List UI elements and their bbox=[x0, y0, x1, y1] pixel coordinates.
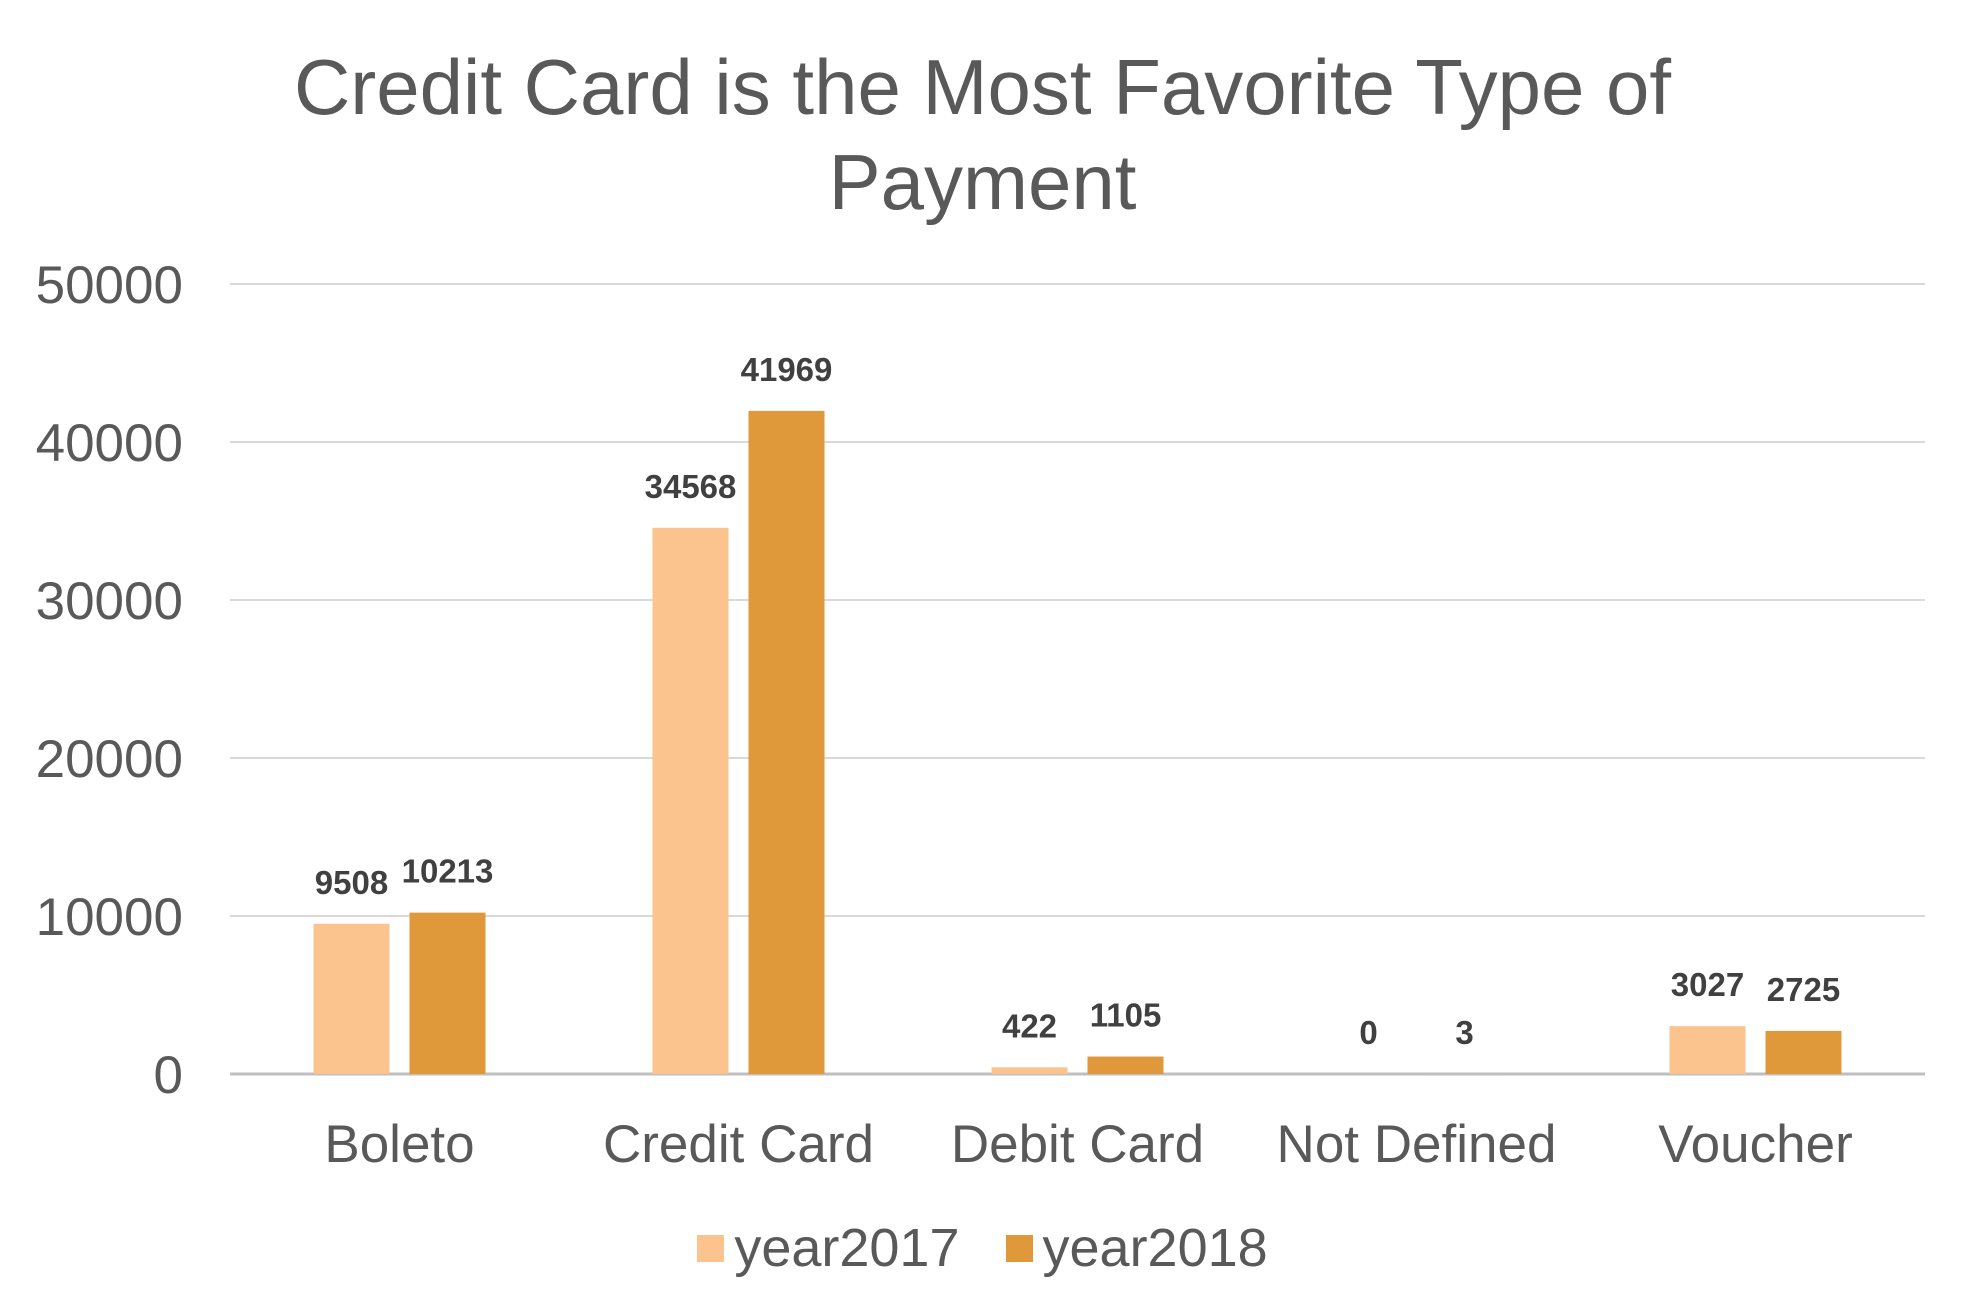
bar-year2018-boleto[interactable] bbox=[409, 912, 486, 1074]
bar-year2018-voucher[interactable] bbox=[1765, 1030, 1842, 1074]
x-tick-label: Credit Card bbox=[603, 1115, 874, 1174]
legend-label-year2018: year2018 bbox=[1042, 1218, 1268, 1278]
y-tick-label: 40000 bbox=[36, 414, 183, 473]
x-tick-label: Debit Card bbox=[951, 1115, 1204, 1174]
y-tick-label: 20000 bbox=[36, 730, 183, 789]
data-label: 34568 bbox=[645, 468, 737, 505]
legend-swatch-year2017 bbox=[697, 1234, 725, 1262]
bar-year2017-debit-card[interactable] bbox=[991, 1067, 1068, 1074]
data-label: 3027 bbox=[1671, 966, 1744, 1003]
x-tick-label: Not Defined bbox=[1277, 1115, 1557, 1174]
bar-year2017-credit-card[interactable] bbox=[652, 527, 729, 1074]
y-tick-label: 0 bbox=[154, 1046, 183, 1105]
plot-area: 0 10000 20000 30000 40000 50000 9508 10213 3456… bbox=[36, 256, 1925, 1174]
y-tick-label: 10000 bbox=[36, 888, 183, 947]
data-label: 9508 bbox=[315, 864, 388, 901]
data-label: 2725 bbox=[1767, 971, 1840, 1008]
legend-label-year2017: year2017 bbox=[734, 1218, 960, 1278]
data-label: 1105 bbox=[1090, 997, 1162, 1034]
gridlines bbox=[230, 283, 1925, 1076]
data-labels: 9508 10213 34568 41969 422 1105 0 3 3027 2725 bbox=[315, 351, 1840, 1051]
bar-year2017-boleto[interactable] bbox=[313, 923, 390, 1074]
y-axis-tick-labels: 0 10000 20000 30000 40000 50000 bbox=[36, 256, 183, 1105]
bar-year2017-voucher[interactable] bbox=[1669, 1026, 1746, 1074]
x-axis-tick-labels: Boleto Credit Card Debit Card Not Defined Vo… bbox=[324, 1115, 1852, 1174]
y-tick-label: 30000 bbox=[36, 572, 183, 631]
data-label: 422 bbox=[1002, 1007, 1057, 1044]
x-tick-label: Voucher bbox=[1658, 1115, 1852, 1174]
legend-item-year2018[interactable]: year2018 bbox=[1005, 1218, 1268, 1278]
data-label: 3 bbox=[1455, 1014, 1473, 1051]
bar-year2018-credit-card[interactable] bbox=[748, 410, 825, 1075]
legend-item-year2017[interactable]: year2017 bbox=[697, 1218, 960, 1278]
chart-title-line-1: Credit Card is the Most Favorite Type of bbox=[293, 43, 1672, 131]
chart-title-line-2: Payment bbox=[828, 138, 1137, 226]
data-label: 0 bbox=[1359, 1014, 1377, 1051]
legend-swatch-year2018 bbox=[1005, 1234, 1033, 1262]
bar-year2018-debit-card[interactable] bbox=[1087, 1056, 1164, 1074]
y-tick-label: 50000 bbox=[36, 256, 183, 315]
data-label: 41969 bbox=[741, 351, 833, 388]
data-label: 10213 bbox=[402, 853, 494, 890]
bars bbox=[313, 410, 1842, 1075]
x-tick-label: Boleto bbox=[324, 1115, 474, 1174]
legend: year2017 year2018 bbox=[0, 1218, 1965, 1278]
